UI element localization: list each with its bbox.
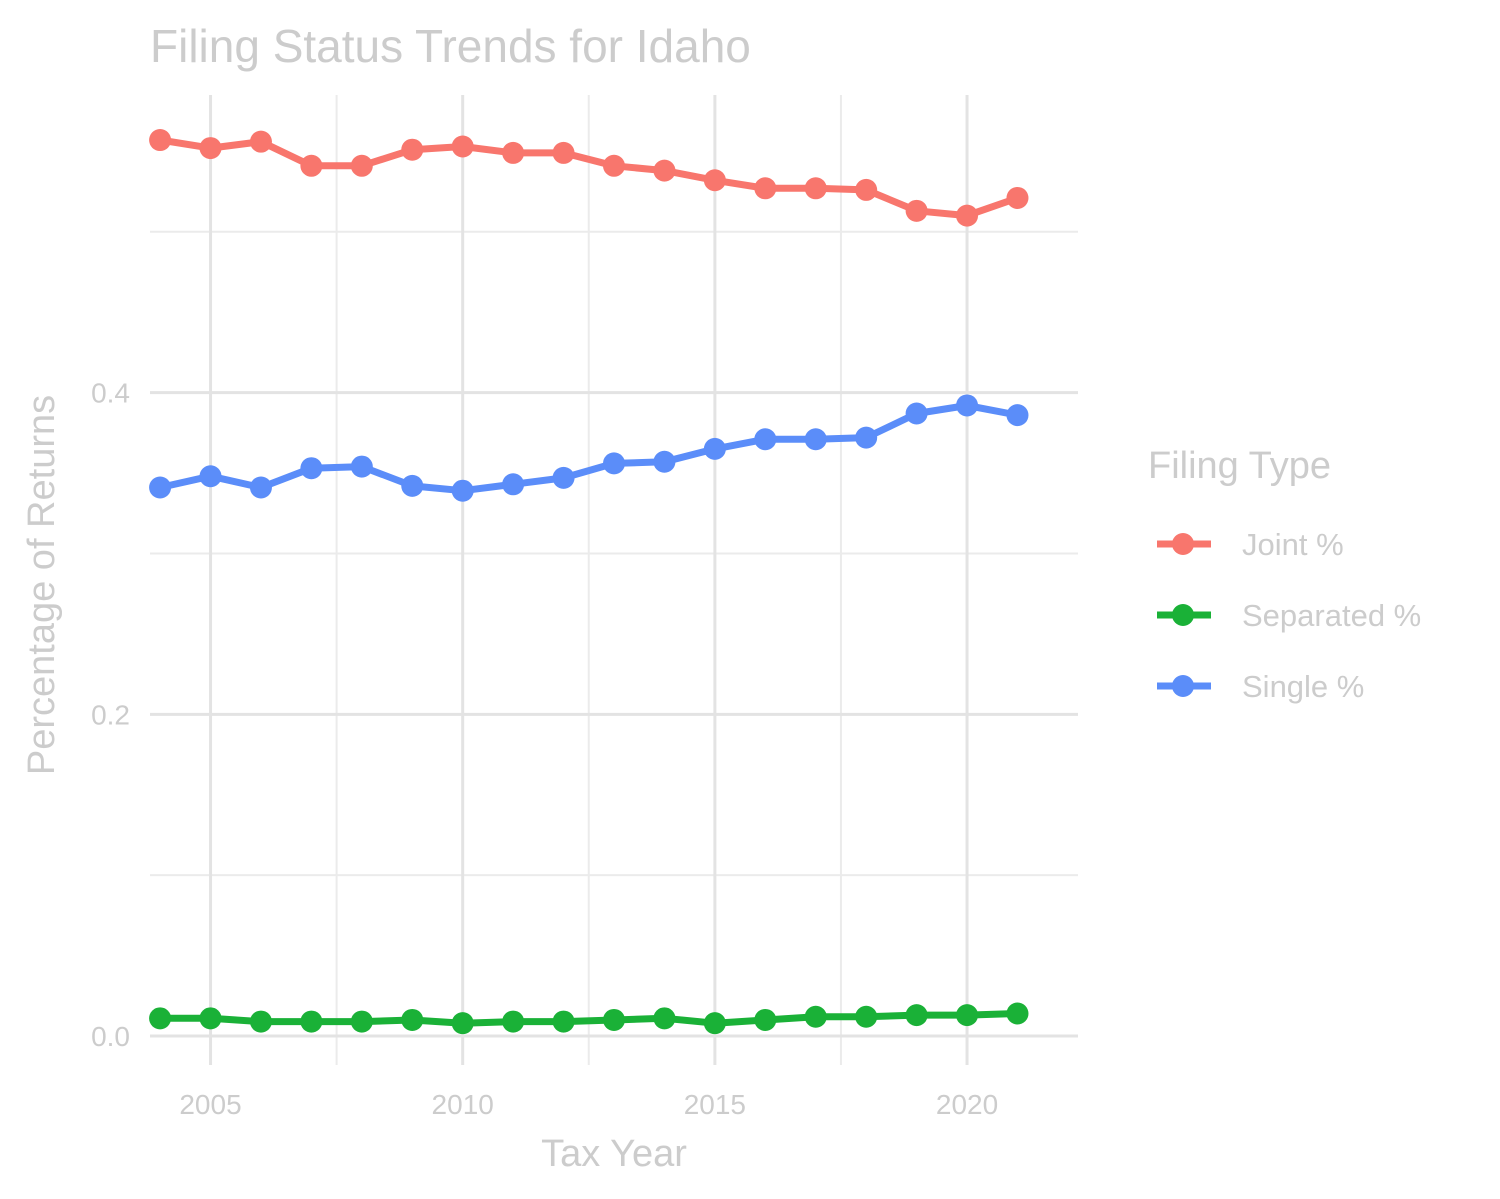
data-point-separated — [350, 1010, 373, 1033]
legend-key-point — [1172, 604, 1194, 626]
data-point-separated — [653, 1007, 676, 1030]
data-point-joint — [703, 169, 726, 192]
legend-title: Filing Type — [1148, 445, 1331, 487]
legend-label: Single % — [1242, 669, 1364, 704]
data-point-joint — [1006, 186, 1029, 209]
data-point-separated — [552, 1010, 575, 1033]
data-point-single — [855, 426, 878, 449]
data-point-joint — [401, 138, 424, 161]
series-joint — [149, 129, 1029, 227]
data-point-single — [754, 428, 777, 451]
data-point-single — [905, 402, 928, 425]
data-point-joint — [300, 154, 323, 177]
y-tick-label: 0.2 — [91, 699, 130, 730]
legend-item-single: Single % — [1157, 669, 1364, 704]
data-point-separated — [502, 1010, 525, 1033]
data-point-joint — [502, 141, 525, 164]
tick-labels: 2005 2010 2015 2020 0.0 0.2 0.4 — [91, 378, 998, 1120]
grid — [150, 95, 1078, 1065]
data-point-separated — [199, 1007, 222, 1030]
data-point-joint — [905, 199, 928, 222]
legend-key-point — [1172, 533, 1194, 555]
data-point-single — [149, 476, 172, 499]
data-point-separated — [754, 1008, 777, 1031]
data-point-single — [603, 452, 625, 475]
data-point-joint — [754, 177, 777, 200]
y-tick-label: 0.0 — [91, 1021, 130, 1052]
data-point-separated — [905, 1004, 928, 1027]
data-point-separated — [703, 1012, 726, 1035]
data-point-separated — [300, 1010, 323, 1033]
data-point-joint — [451, 135, 474, 158]
data-point-separated — [149, 1007, 172, 1030]
data-point-single — [249, 476, 272, 499]
data-point-separated — [956, 1004, 979, 1027]
legend-label: Separated % — [1242, 598, 1421, 633]
data-point-single — [804, 428, 827, 451]
data-point-separated — [249, 1010, 272, 1033]
legend-key-point — [1172, 675, 1194, 697]
data-point-single — [300, 457, 323, 480]
x-tick-label: 2010 — [432, 1089, 494, 1120]
data-point-joint — [149, 129, 172, 152]
data-point-separated — [401, 1008, 424, 1031]
data-point-separated — [804, 1005, 827, 1028]
data-point-single — [401, 474, 424, 497]
chart-title: Filing Status Trends for Idaho — [150, 20, 751, 72]
x-axis-title: Tax Year — [541, 1133, 687, 1175]
data-point-single — [199, 465, 222, 488]
y-axis-title: Percentage of Returns — [21, 395, 63, 775]
x-tick-label: 2005 — [179, 1089, 241, 1120]
data-point-joint — [199, 137, 222, 160]
data-point-single — [653, 450, 676, 473]
y-tick-label: 0.4 — [91, 378, 130, 409]
data-point-separated — [1006, 1002, 1029, 1025]
data-point-single — [502, 473, 525, 496]
x-tick-label: 2020 — [936, 1089, 998, 1120]
legend: Filing Type Joint % Separated % Single % — [1148, 445, 1421, 704]
series-layer — [149, 129, 1029, 1035]
series-single — [149, 394, 1029, 502]
data-point-joint — [350, 154, 373, 177]
data-point-joint — [552, 141, 575, 164]
data-point-joint — [956, 204, 979, 227]
data-point-separated — [855, 1005, 878, 1028]
legend-label: Joint % — [1242, 527, 1344, 562]
data-point-single — [703, 437, 726, 460]
data-point-separated — [603, 1008, 625, 1031]
legend-item-separated: Separated % — [1157, 598, 1421, 633]
data-point-joint — [653, 159, 676, 182]
data-point-joint — [804, 177, 827, 200]
data-point-single — [552, 466, 575, 489]
series-separated — [149, 1002, 1029, 1035]
data-point-single — [451, 479, 474, 502]
data-point-separated — [451, 1012, 474, 1035]
data-point-single — [350, 455, 373, 478]
data-point-joint — [855, 178, 878, 201]
data-point-single — [1006, 404, 1029, 427]
data-point-joint — [249, 130, 272, 153]
data-point-single — [956, 394, 979, 417]
data-point-joint — [603, 154, 625, 177]
legend-item-joint: Joint % — [1157, 527, 1344, 562]
x-tick-label: 2015 — [684, 1089, 746, 1120]
